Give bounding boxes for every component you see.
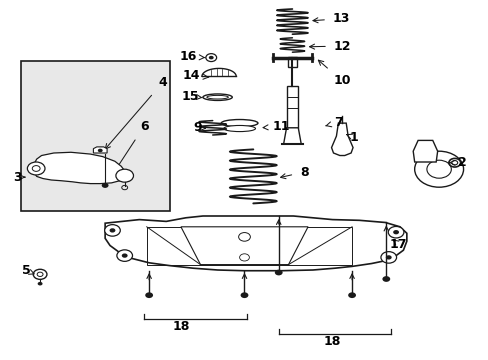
Circle shape	[385, 255, 391, 260]
Circle shape	[387, 226, 403, 238]
Text: 8: 8	[280, 166, 308, 179]
Text: 3: 3	[13, 171, 25, 184]
Text: 14: 14	[183, 69, 208, 82]
Polygon shape	[283, 128, 301, 144]
Bar	[20, 61, 169, 211]
Circle shape	[33, 269, 47, 279]
Ellipse shape	[203, 94, 232, 100]
Polygon shape	[412, 140, 437, 162]
Text: 15: 15	[182, 90, 202, 103]
Circle shape	[145, 292, 153, 298]
Polygon shape	[33, 152, 126, 184]
Text: 11: 11	[263, 120, 289, 133]
Circle shape	[274, 270, 282, 275]
Circle shape	[208, 56, 213, 59]
Bar	[286, 86, 298, 128]
Polygon shape	[181, 227, 307, 265]
Text: 16: 16	[179, 50, 205, 63]
Ellipse shape	[221, 120, 258, 127]
Circle shape	[27, 162, 45, 175]
Text: 17: 17	[389, 238, 407, 251]
Text: 2: 2	[448, 156, 466, 169]
Text: 18: 18	[323, 335, 341, 348]
Polygon shape	[105, 216, 406, 271]
Circle shape	[380, 252, 396, 263]
Text: 5: 5	[22, 264, 34, 277]
Circle shape	[116, 169, 133, 182]
Text: 9: 9	[193, 121, 205, 134]
Text: 10: 10	[318, 60, 350, 87]
Circle shape	[102, 183, 108, 188]
Circle shape	[38, 282, 42, 285]
Circle shape	[104, 225, 120, 236]
Text: 18: 18	[172, 320, 189, 333]
Text: 7: 7	[325, 116, 342, 129]
Text: 1: 1	[346, 131, 358, 144]
Circle shape	[392, 230, 398, 234]
Circle shape	[98, 149, 102, 152]
Circle shape	[240, 292, 248, 298]
Bar	[287, 57, 297, 67]
Circle shape	[426, 160, 450, 178]
Polygon shape	[331, 123, 352, 156]
Polygon shape	[93, 147, 107, 153]
Bar	[146, 227, 351, 265]
Circle shape	[122, 253, 127, 258]
Text: 6: 6	[108, 120, 148, 180]
Ellipse shape	[206, 95, 228, 99]
Ellipse shape	[223, 125, 255, 131]
Circle shape	[382, 276, 389, 282]
Text: 4: 4	[105, 76, 166, 149]
Circle shape	[414, 151, 463, 187]
Circle shape	[117, 250, 132, 261]
Circle shape	[347, 292, 355, 298]
Text: 13: 13	[312, 12, 349, 25]
Circle shape	[109, 228, 115, 233]
Text: 12: 12	[309, 40, 350, 53]
